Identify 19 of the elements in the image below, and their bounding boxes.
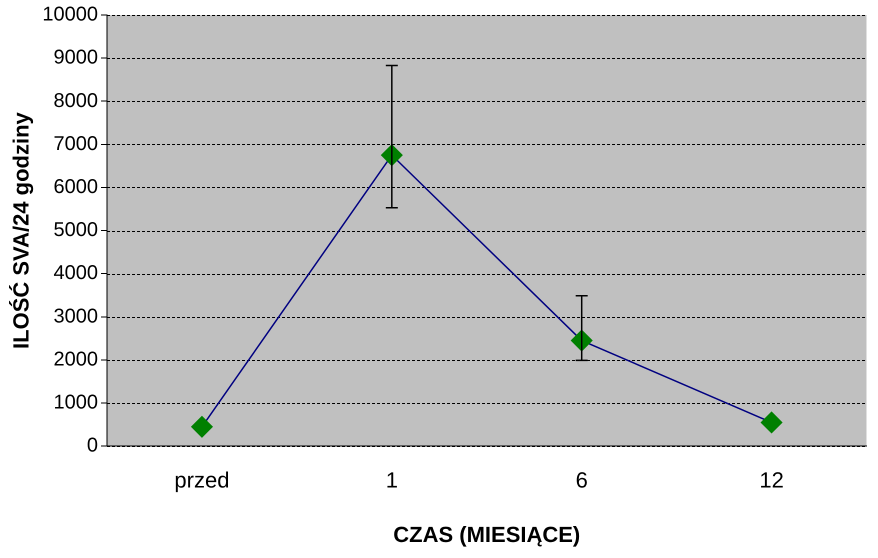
- y-tick-label: 7000: [54, 132, 98, 155]
- y-tick-label: 1000: [54, 392, 98, 414]
- x-tick-label: 12: [759, 467, 784, 492]
- y-tick-label: 9000: [54, 46, 98, 69]
- y-tick-label: 5000: [54, 219, 98, 242]
- x-tick-label: przed: [174, 467, 230, 492]
- point: [191, 416, 213, 438]
- x-axis-title: CZAS (MIESIĄCE): [393, 522, 580, 547]
- y-tick-label: 6000: [54, 176, 98, 198]
- y-tick-label: 0: [86, 434, 98, 457]
- x-tick-label: 6: [576, 467, 588, 492]
- y-tick-label: 4000: [54, 262, 98, 284]
- y-tick-label: 2000: [54, 348, 98, 370]
- y-tick-label: 8000: [54, 90, 98, 112]
- x-tick-label: 1: [386, 467, 398, 492]
- y-tick-label: 3000: [54, 305, 98, 328]
- point: [760, 412, 782, 434]
- y-tick-label: 10000: [42, 4, 98, 26]
- y-axis-title: ILOŚĆ SVA/24 godziny: [8, 111, 34, 349]
